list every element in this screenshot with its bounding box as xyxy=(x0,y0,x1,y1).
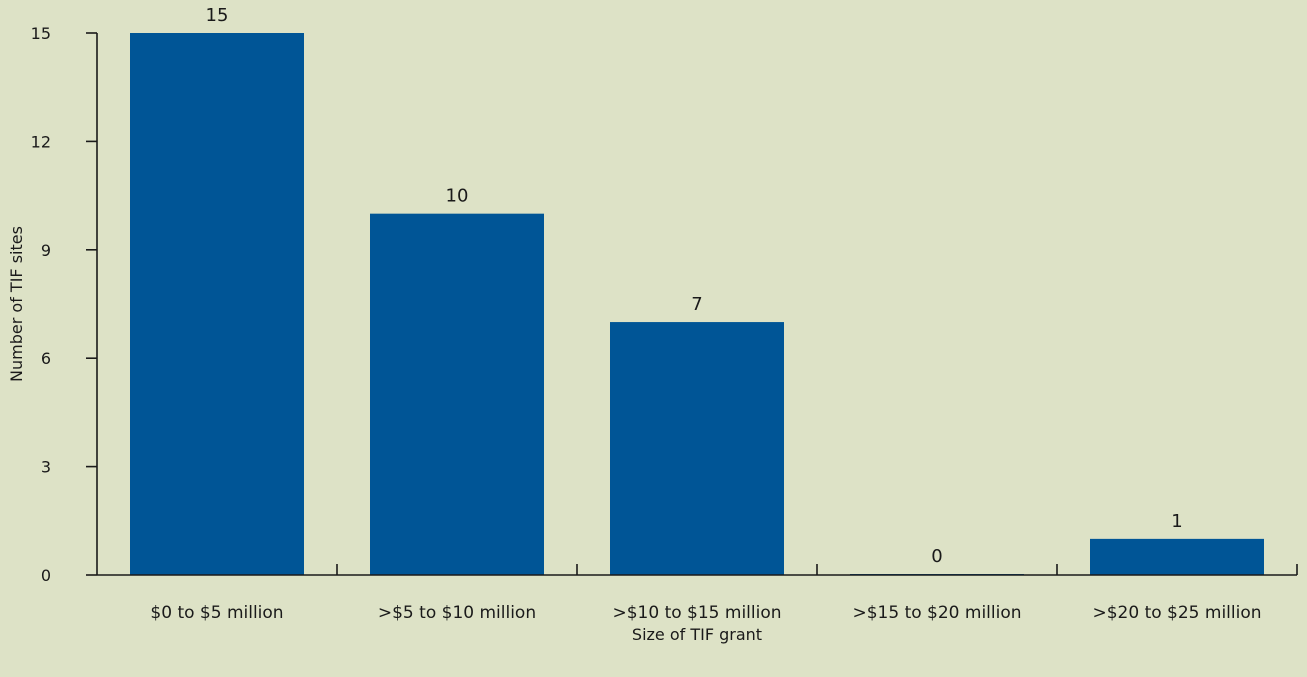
y-ticks-layer: 0 3 6 9 12 15 xyxy=(31,24,97,585)
category-label: >$10 to $15 million xyxy=(612,603,781,623)
y-axis-title: Number of TIF sites xyxy=(7,226,26,382)
bar xyxy=(610,322,784,575)
y-tick-label: 0 xyxy=(41,566,51,585)
y-tick-label: 3 xyxy=(41,458,51,477)
data-labels-layer: 15 10 7 0 1 xyxy=(206,5,1183,567)
category-labels-layer: $0 to $5 million >$5 to $10 million >$10 t… xyxy=(150,603,1261,623)
x-ticks-layer xyxy=(336,564,1298,575)
bar xyxy=(1090,538,1264,575)
category-label: >$20 to $25 million xyxy=(1092,603,1261,623)
bar-data-label: 0 xyxy=(931,546,942,567)
bar-data-label: 10 xyxy=(446,186,469,207)
y-tick-label: 6 xyxy=(41,349,51,368)
x-axis-title: Size of TIF grant xyxy=(632,625,762,644)
bar-data-label: 15 xyxy=(206,5,229,26)
y-tick-label: 12 xyxy=(31,132,51,151)
y-tick-label: 15 xyxy=(31,24,51,43)
bar-data-label: 1 xyxy=(1171,511,1182,532)
bar xyxy=(370,213,544,575)
bar xyxy=(130,33,304,575)
bar-data-label: 7 xyxy=(691,294,702,315)
axes-layer xyxy=(96,33,1297,576)
category-label: >$15 to $20 million xyxy=(852,603,1021,623)
bars-layer xyxy=(130,33,1264,575)
category-label: >$5 to $10 million xyxy=(378,603,536,623)
category-label: $0 to $5 million xyxy=(150,603,283,623)
y-tick-label: 9 xyxy=(41,241,51,260)
